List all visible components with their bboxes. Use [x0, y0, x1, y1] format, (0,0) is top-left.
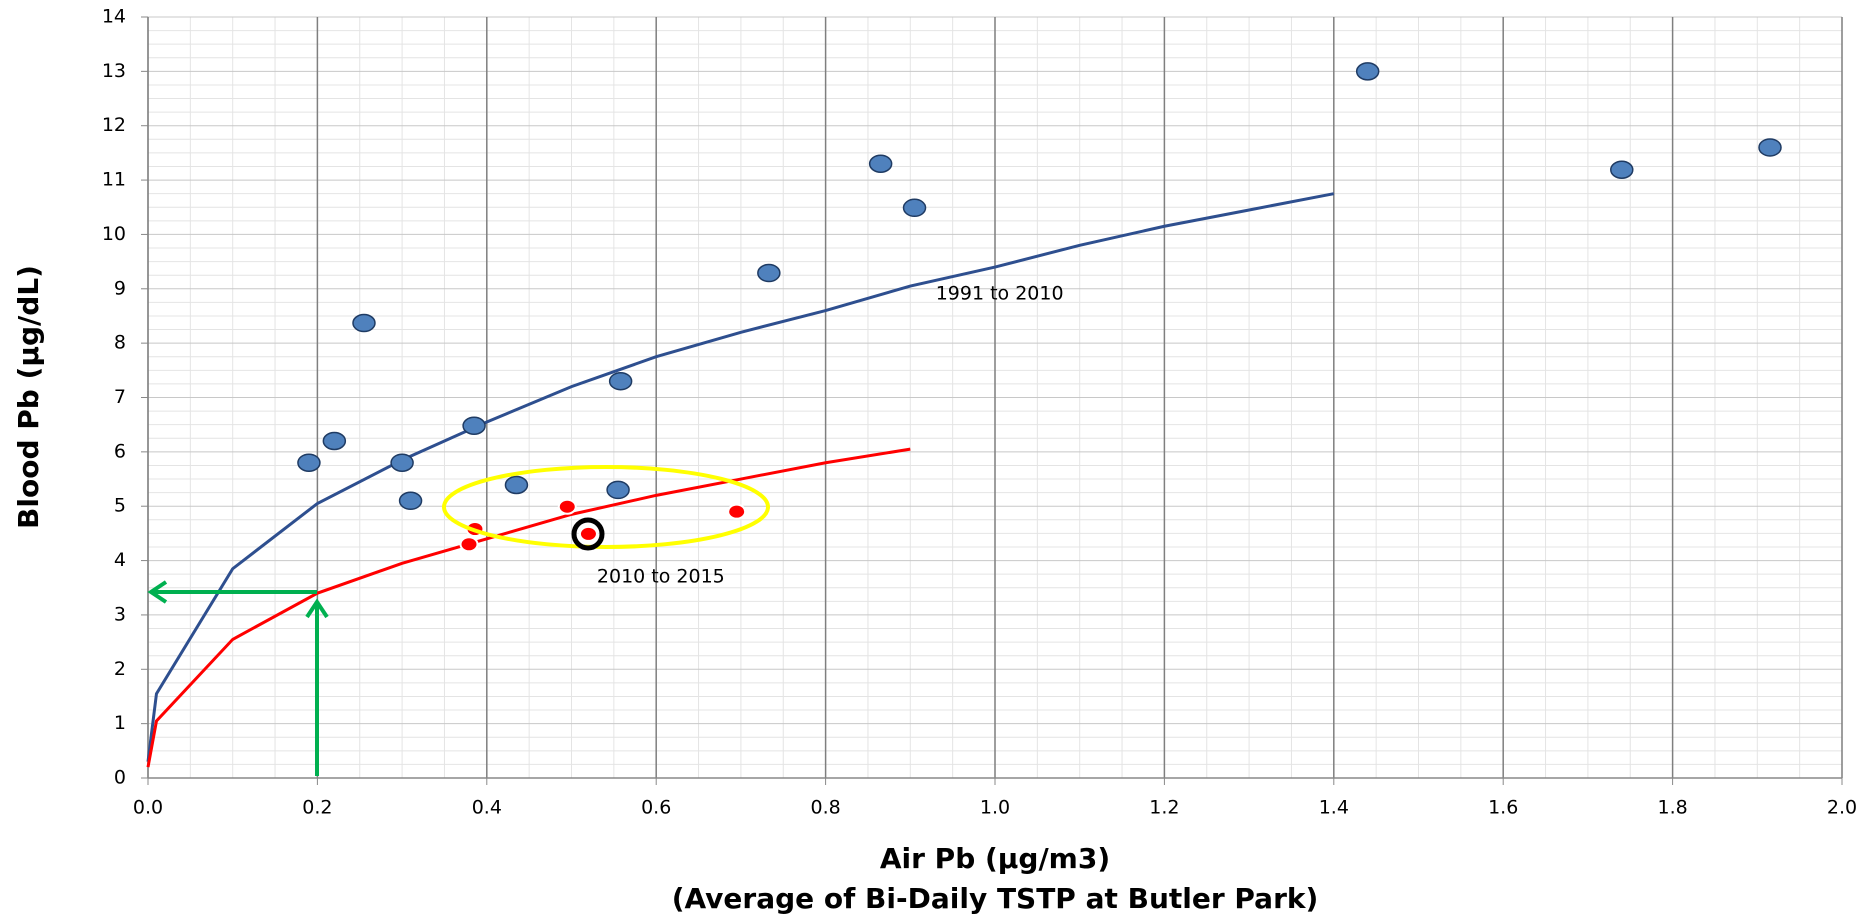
y-tick-label: 3	[114, 603, 126, 625]
y-tick-label: 6	[114, 440, 126, 462]
data-point	[398, 491, 423, 511]
y-tick-label: 12	[102, 114, 126, 136]
y-tick-label: 7	[114, 386, 126, 408]
marks: 1991 to 2010 2010 to 2015	[146, 62, 1782, 768]
y-tick-label: 14	[102, 6, 126, 28]
x-tick-label: 1.2	[1149, 797, 1179, 819]
y-tick-label: 1	[114, 712, 126, 734]
data-point	[868, 154, 893, 174]
y-tick-label: 13	[102, 60, 126, 82]
data-point	[390, 453, 414, 472]
trend-line	[146, 447, 911, 768]
data-point	[902, 198, 927, 218]
x-tick-label: 0.4	[472, 797, 502, 819]
data-point	[297, 453, 321, 472]
y-tick-label: 2	[114, 658, 126, 680]
data-point	[608, 371, 633, 391]
y-tick-label: 5	[114, 495, 126, 517]
y-tick-label: 4	[114, 549, 126, 571]
trend-line	[146, 192, 1335, 762]
arrows	[147, 580, 329, 776]
annotation: 1991 to 2010	[936, 283, 1064, 305]
data-point	[578, 525, 598, 542]
y-tick-label: 0	[114, 767, 126, 789]
data-point	[504, 475, 529, 495]
y-tick-label: 8	[114, 332, 126, 354]
annotation: 2010 to 2015	[597, 565, 725, 587]
data-point	[727, 503, 747, 520]
data-point	[459, 536, 479, 553]
x-tick-label: 0.0	[133, 797, 163, 819]
y-tick-label: 11	[102, 169, 126, 191]
data-point	[557, 498, 577, 515]
data-point	[1355, 62, 1380, 81]
x-tick-label: 1.6	[1488, 797, 1518, 819]
y-tick-label: 10	[102, 223, 126, 245]
y-tick-label: 9	[114, 277, 126, 299]
x-axis-title: Air Pb (µg/m3)	[880, 842, 1110, 875]
x-tick-label: 0.8	[810, 797, 840, 819]
highlight-circle	[571, 517, 605, 551]
data-point	[606, 480, 630, 500]
data-point	[352, 313, 376, 333]
data-point	[757, 263, 781, 283]
x-tick-label: 1.8	[1657, 797, 1687, 819]
x-tick-label: 0.2	[302, 797, 332, 819]
x-tick-label: 1.4	[1319, 797, 1349, 819]
data-point	[322, 431, 347, 451]
arrow-head	[305, 598, 329, 619]
x-tick-label: 0.6	[641, 797, 671, 819]
y-axis-title: Blood Pb (µg/dL)	[12, 265, 45, 529]
highlight-ellipse	[442, 465, 770, 549]
x-axis-subtitle: (Average of Bi-Daily TSTP at Butler Park…	[672, 882, 1319, 915]
arrow-head	[147, 580, 168, 604]
x-tick-label: 2.0	[1827, 797, 1857, 819]
data-point	[1610, 160, 1634, 179]
x-tick-label: 1.0	[980, 797, 1010, 819]
data-point	[1758, 138, 1782, 157]
data-point	[462, 416, 486, 436]
